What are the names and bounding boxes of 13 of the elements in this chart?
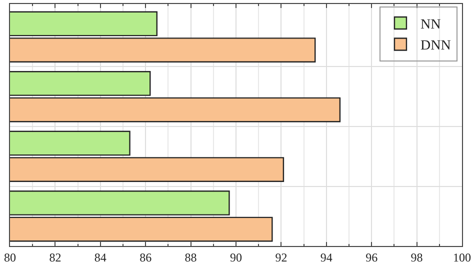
x-tick-label: 84 [94,250,106,264]
x-tick-label: 82 [49,250,62,264]
x-tick-label: 92 [275,250,288,264]
legend-label: NN [420,17,441,32]
x-tick-label: 86 [140,250,152,264]
x-tick-label: 96 [366,250,378,264]
x-tick-label: 88 [184,250,197,264]
x-tick-label: 90 [230,250,242,264]
legend-label: DNN [420,38,451,54]
x-tick-label: 80 [4,250,16,264]
x-tick-label: 98 [410,250,423,264]
x-tick-label: 100 [453,250,471,264]
x-tick-label: 94 [320,250,332,264]
